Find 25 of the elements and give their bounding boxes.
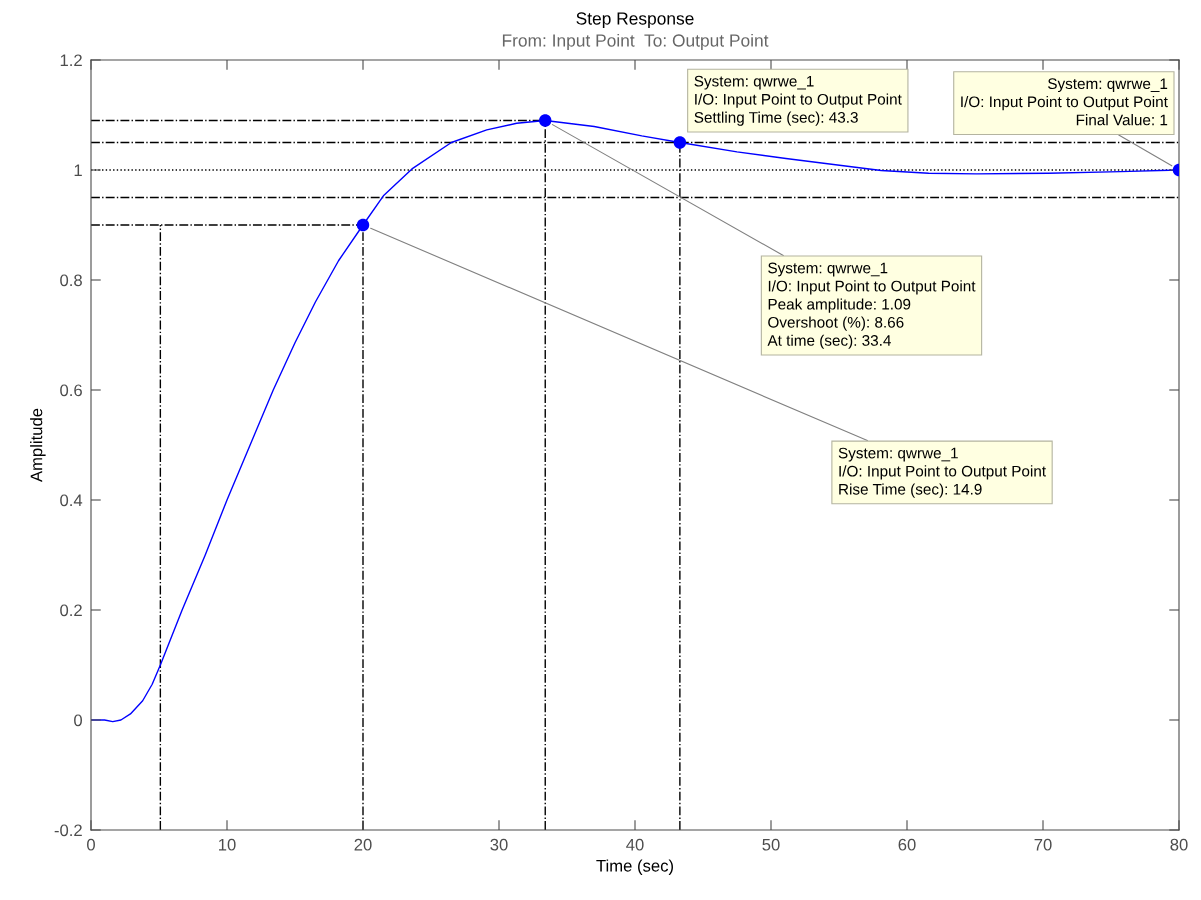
x-tick-label: 10	[219, 838, 236, 851]
x-tick-label: 70	[1034, 838, 1052, 851]
chart-subtitle: From: Input Point To: Output Point	[502, 33, 769, 51]
annotation: System: qwrwe_1 I/O: Input Point to Output Point Peak amplitude: 1.09 Overshoot (%): 8.66 At time (sec): 33.4	[767, 262, 976, 349]
y-tick-label: -0.2	[54, 824, 82, 837]
annotation: System: qwrwe_1 I/O: Input Point to Output Point Final Value: 1	[961, 78, 1168, 126]
y-tick-label: 0.6	[60, 384, 82, 397]
annotation: System: qwrwe_1 I/O: Input Point to Output Point Settling Time (sec): 43.3	[694, 75, 902, 126]
y-tick-label: 0	[74, 714, 83, 727]
x-tick-label: 60	[898, 838, 916, 851]
x-tick-label: 80	[1170, 838, 1188, 851]
x-axis-title: Time (sec)	[596, 859, 674, 875]
x-tick-label: 50	[762, 838, 780, 851]
x-tick-label: 0	[87, 838, 95, 851]
y-tick-label: 0.4	[60, 494, 83, 507]
x-tick-label: 20	[354, 838, 372, 851]
chart-title: Step Response	[576, 12, 694, 29]
x-tick-label: 30	[490, 838, 508, 851]
x-tick-label: 40	[626, 838, 644, 851]
y-tick-label: 0.8	[60, 274, 82, 287]
y-axis-title: Amplitude	[30, 408, 46, 483]
annotation: System: qwrwe_1 I/O: Input Point to Output Point Rise Time (sec): 14.9	[838, 447, 1046, 498]
y-tick-label: 1.2	[60, 54, 82, 67]
y-tick-label: 0.2	[60, 604, 82, 617]
y-tick-label: 1	[74, 164, 82, 177]
